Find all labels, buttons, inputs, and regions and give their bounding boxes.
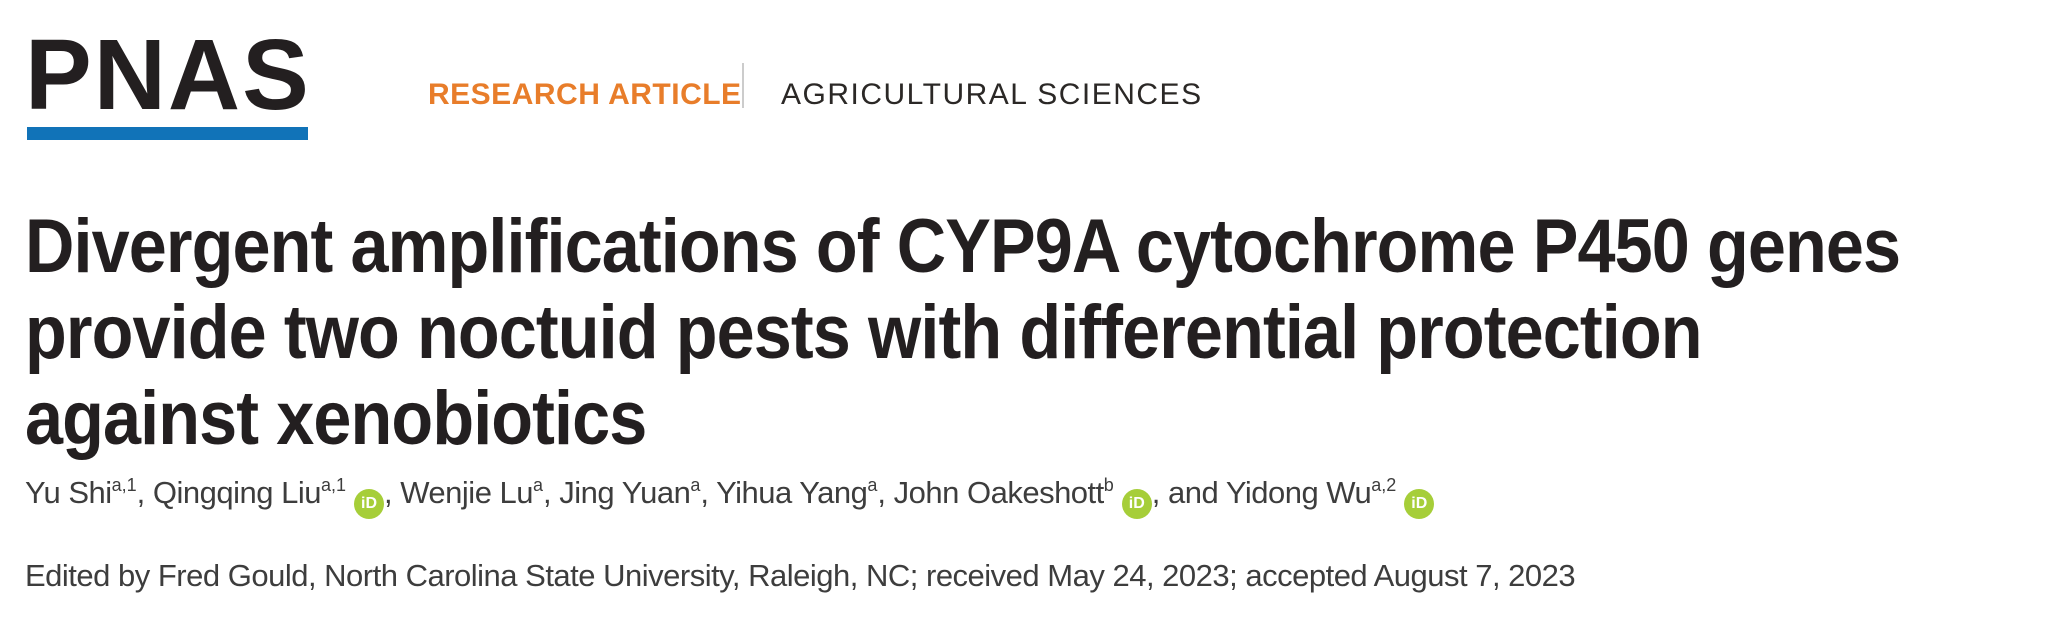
section-label[interactable]: AGRICULTURAL SCIENCES [781, 78, 1203, 111]
header-vertical-divider [742, 63, 744, 108]
author-name[interactable]: John Oakeshott [893, 475, 1105, 510]
author-name[interactable]: Yihua Yang [716, 475, 868, 510]
author-affiliation-superscript: a,1 [111, 475, 137, 495]
author-affiliation-superscript: a [690, 475, 701, 495]
article-type-label[interactable]: RESEARCH ARTICLE [428, 78, 742, 111]
author-separator: , [543, 475, 560, 510]
author-separator: , [877, 475, 894, 510]
pnas-logo-underline [27, 127, 308, 140]
authors-line: Yu Shia,1, Qingqing Liua,1iD, Wenjie Lua… [25, 475, 1435, 519]
author-separator: , [384, 475, 401, 510]
title-line-1: Divergent amplifications of CYP9A cytoch… [25, 204, 1901, 289]
orcid-icon[interactable]: iD [1404, 489, 1435, 519]
author-affiliation-superscript: b [1103, 475, 1114, 495]
title-line-3: against xenobiotics [25, 376, 647, 461]
author-affiliation-superscript: a,1 [320, 475, 346, 495]
title-line-2: provide two noctuid pests with different… [25, 290, 1703, 375]
author-affiliation-superscript: a [533, 475, 544, 495]
author-separator: , [700, 475, 717, 510]
author-name[interactable]: Jing Yuan [559, 475, 691, 510]
author-separator: , and [1151, 475, 1226, 510]
author-affiliation-superscript: a,2 [1371, 475, 1397, 495]
author-affiliation-superscript: a [867, 475, 878, 495]
pnas-logo-text: PNAS [25, 19, 311, 131]
article-title: Divergent amplifications of CYP9A cytoch… [25, 204, 1901, 462]
author-name[interactable]: Qingqing Liu [152, 475, 322, 510]
editor-note: Edited by Fred Gould, North Carolina Sta… [25, 558, 1576, 593]
author-name[interactable]: Wenjie Lu [400, 475, 534, 510]
author-separator: , [136, 475, 153, 510]
orcid-icon[interactable]: iD [354, 489, 384, 519]
author-name[interactable]: Yidong Wu [1225, 475, 1372, 510]
orcid-icon[interactable]: iD [1121, 489, 1152, 519]
pnas-logo[interactable]: PNAS [25, 19, 315, 140]
author-name[interactable]: Yu Shi [25, 475, 112, 510]
